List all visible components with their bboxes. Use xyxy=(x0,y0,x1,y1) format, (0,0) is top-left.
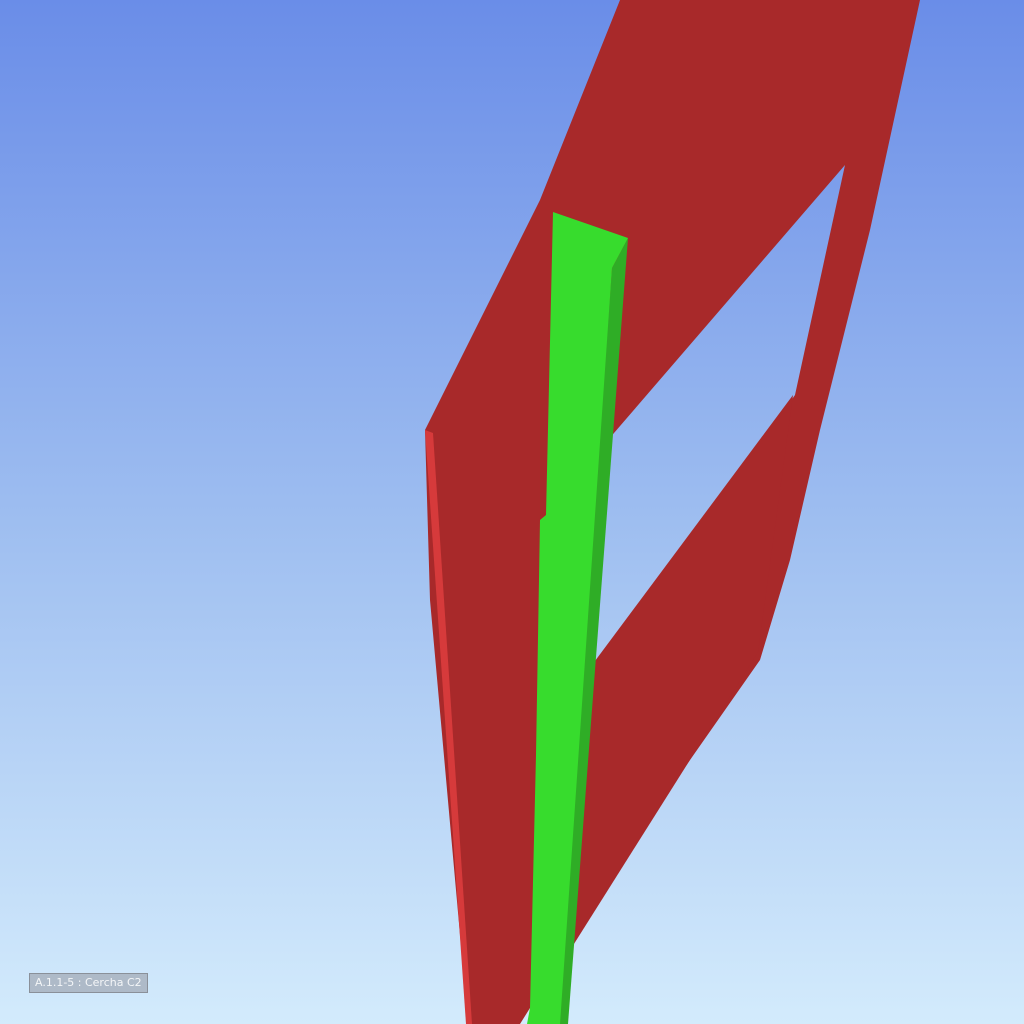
truss-c2-diagonal xyxy=(567,395,793,955)
selection-label: A.1.1-5 : Cercha C2 xyxy=(29,973,148,993)
truss-c2-edge xyxy=(425,430,472,1024)
truss-c2[interactable] xyxy=(425,0,920,1024)
green-member[interactable] xyxy=(527,212,628,1024)
green-member-side[interactable] xyxy=(556,238,628,1024)
